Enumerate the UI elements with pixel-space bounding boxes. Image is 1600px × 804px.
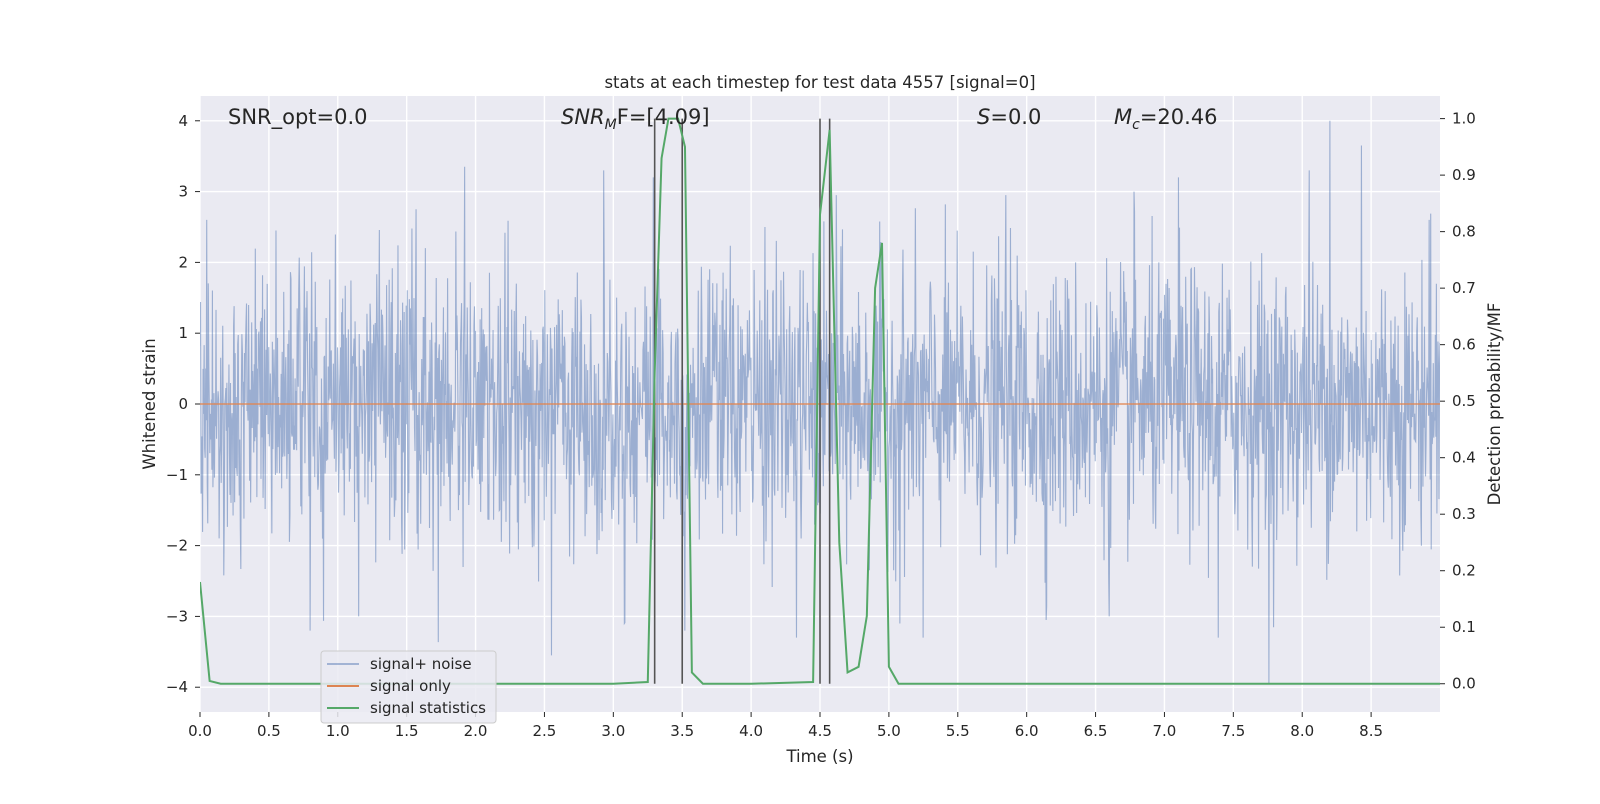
y-left-tick-label-2: −2 bbox=[166, 537, 188, 555]
annotation-s-rest: =0.0 bbox=[990, 105, 1041, 129]
y-left-tick-label-6: 2 bbox=[178, 253, 188, 271]
y-right-tick-label-5: 0.5 bbox=[1452, 392, 1476, 410]
annotation-s: S=0.0 bbox=[977, 105, 1041, 129]
chart-title: stats at each timestep for test data 455… bbox=[604, 73, 1035, 92]
annotation-snr-mf-sub: M bbox=[605, 117, 617, 133]
y-right-tick-label-9: 0.9 bbox=[1452, 166, 1476, 184]
x-tick-label-0: 0.0 bbox=[188, 722, 212, 740]
legend-label-signal-statistics: signal statistics bbox=[370, 699, 486, 717]
x-tick-label-14: 7.0 bbox=[1153, 722, 1177, 740]
x-tick-label-13: 6.5 bbox=[1084, 722, 1108, 740]
x-tick-label-15: 7.5 bbox=[1221, 722, 1245, 740]
annotation-snr-mf: SNRMF=[4.09] bbox=[561, 105, 710, 133]
x-tick-label-5: 2.5 bbox=[533, 722, 557, 740]
annotation-mc-main: M bbox=[1114, 105, 1132, 129]
x-tick-label-17: 8.5 bbox=[1359, 722, 1383, 740]
y-left-tick-label-8: 4 bbox=[178, 112, 188, 130]
x-tick-label-9: 4.5 bbox=[808, 722, 832, 740]
x-tick-label-1: 0.5 bbox=[257, 722, 281, 740]
y-left-tick-label-5: 1 bbox=[178, 324, 188, 342]
series-signal-statistics bbox=[200, 117, 1440, 685]
annotation-mc-rest: =20.46 bbox=[1140, 105, 1218, 129]
legend-label-signal-noise: signal+ noise bbox=[370, 655, 472, 673]
legend-box bbox=[320, 650, 497, 724]
legend-label-signal-only: signal only bbox=[370, 677, 451, 695]
x-tick-label-8: 4.0 bbox=[739, 722, 763, 740]
x-tick-label-7: 3.5 bbox=[670, 722, 694, 740]
x-tick-label-16: 8.0 bbox=[1290, 722, 1314, 740]
y-axis-right-label: Detection probability/MF bbox=[1485, 303, 1504, 506]
y-left-tick-label-3: −1 bbox=[166, 466, 188, 484]
legend: signal+ noise signal only signal statist… bbox=[320, 650, 497, 724]
y-left-tick-label-1: −3 bbox=[166, 607, 188, 625]
x-axis-ticks: 0.0 0.5 1.0 1.5 2.0 2.5 3.0 3.5 4.0 4.5 5.0 5.5 6.0 6… bbox=[188, 712, 1383, 740]
y-right-tick-label-0: 0.0 bbox=[1452, 675, 1476, 693]
y-right-tick-label-1: 0.1 bbox=[1452, 618, 1476, 636]
x-axis-label: Time (s) bbox=[785, 747, 853, 766]
annotation-mc-sub: c bbox=[1132, 117, 1140, 133]
y-right-tick-label-7: 0.7 bbox=[1452, 279, 1476, 297]
y-right-tick-label-3: 0.3 bbox=[1452, 505, 1476, 523]
y-right-tick-label-6: 0.6 bbox=[1452, 336, 1476, 354]
x-tick-label-11: 5.5 bbox=[946, 722, 970, 740]
annotation-s-main: S bbox=[977, 105, 990, 129]
y-right-tick-label-8: 0.8 bbox=[1452, 223, 1476, 241]
y-left-tick-label-7: 3 bbox=[178, 183, 188, 201]
x-tick-label-6: 3.0 bbox=[601, 722, 625, 740]
annotation-snr-mf-main: SNR bbox=[561, 105, 605, 129]
x-tick-label-4: 2.0 bbox=[464, 722, 488, 740]
annotation-mc: Mc=20.46 bbox=[1114, 105, 1218, 133]
y-axis-right-ticks: 0.0 0.1 0.2 0.3 0.4 0.5 0.6 0.7 0.8 0.9 1.0 bbox=[1440, 110, 1476, 693]
annotation-snr-mf-rest: F=[4.09] bbox=[617, 105, 710, 129]
annotation-snr-opt: SNR_opt=0.0 bbox=[228, 105, 368, 130]
y-axis-left-label: Whitened strain bbox=[140, 338, 159, 469]
x-tick-label-12: 6.0 bbox=[1015, 722, 1039, 740]
y-right-tick-label-10: 1.0 bbox=[1452, 110, 1476, 128]
y-left-tick-label-0: −4 bbox=[166, 678, 188, 696]
y-right-tick-label-4: 0.4 bbox=[1452, 449, 1476, 467]
x-tick-label-3: 1.5 bbox=[395, 722, 419, 740]
x-tick-label-10: 5.0 bbox=[877, 722, 901, 740]
y-left-tick-label-4: 0 bbox=[178, 395, 188, 413]
x-tick-label-2: 1.0 bbox=[326, 722, 350, 740]
y-right-tick-label-2: 0.2 bbox=[1452, 562, 1476, 580]
y-axis-left-ticks: −4 −3 −2 −1 0 1 2 3 4 bbox=[166, 112, 200, 696]
